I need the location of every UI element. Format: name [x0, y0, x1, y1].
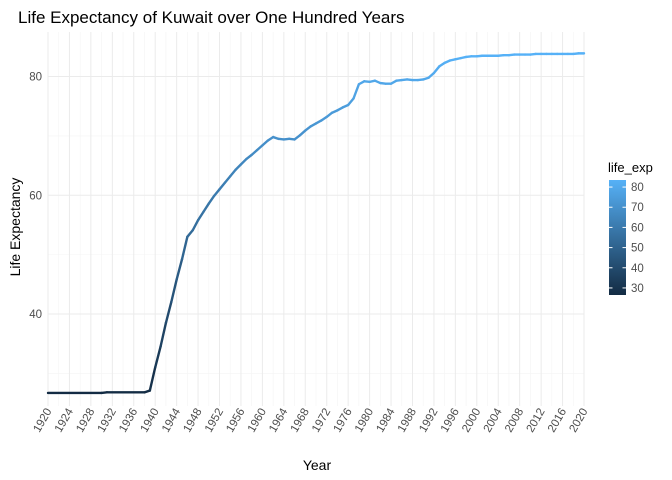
series-segment [159, 321, 168, 348]
series-segment [186, 229, 194, 239]
legend-ticks: 30 40 50 60 70 80 [609, 182, 644, 295]
grid [47, 32, 585, 406]
x-tick-label: 1956 [224, 407, 247, 435]
series-segment [170, 278, 178, 304]
x-tick-label: 1936 [117, 407, 140, 435]
y-tick-label: 40 [29, 309, 42, 321]
series-segment [229, 168, 237, 178]
series-segment [432, 65, 441, 75]
x-tick-label: 2016 [546, 407, 569, 435]
x-tick-label: 1964 [267, 406, 290, 435]
x-tick-label: 1976 [332, 407, 355, 435]
chart-title: Life Expectancy of Kuwait over One Hundr… [18, 8, 405, 27]
x-tick-labels: 1920192419281932193619401944194819521956… [31, 406, 590, 435]
legend-tick-label: 30 [631, 283, 644, 295]
series-segment [346, 97, 355, 107]
legend-title: life_exp [608, 160, 653, 175]
x-tick-label: 2000 [460, 407, 483, 435]
legend: life_exp 30 40 50 60 70 80 [608, 160, 653, 295]
series-segment [148, 366, 157, 392]
legend-colorbar [609, 180, 626, 295]
series-segment [196, 210, 205, 222]
x-tick-label: 1928 [74, 407, 97, 435]
y-tick-label: 80 [29, 72, 42, 84]
y-tick-labels: 40 60 80 [29, 72, 42, 321]
y-tick-label: 60 [29, 190, 42, 202]
x-tick-label: 1984 [374, 406, 397, 435]
x-tick-label: 2008 [503, 407, 526, 435]
x-tick-label: 1920 [31, 407, 54, 435]
x-tick-label: 1948 [181, 407, 204, 435]
x-tick-label: 1944 [160, 406, 183, 435]
legend-tick-label: 50 [631, 243, 644, 255]
legend-tick-label: 40 [631, 263, 644, 275]
x-tick-label: 1968 [289, 407, 312, 435]
x-tick-label: 1932 [96, 407, 119, 435]
x-tick-label: 2020 [567, 407, 590, 435]
legend-tick-label: 80 [631, 182, 644, 194]
x-tick-label: 1960 [246, 407, 269, 435]
x-tick-label: 1992 [417, 407, 440, 435]
series-segment [175, 258, 184, 281]
x-tick-label: 2004 [482, 406, 505, 435]
series-segment [153, 345, 162, 369]
series-segment [180, 235, 189, 261]
series-segment [223, 175, 232, 184]
x-tick-label: 1980 [353, 407, 376, 435]
series-segment [191, 218, 200, 232]
legend-tick-label: 70 [631, 202, 644, 214]
series-segment [164, 300, 173, 325]
series-segment [234, 163, 243, 171]
legend-tick-label: 60 [631, 222, 644, 234]
x-tick-label: 1940 [139, 407, 162, 435]
series-segment [239, 157, 248, 166]
x-tick-label: 1996 [439, 407, 462, 435]
x-tick-label: 1972 [310, 407, 333, 435]
x-tick-label: 1988 [396, 407, 419, 435]
y-axis-title: Life Expectancy [7, 178, 23, 277]
series-segment [212, 188, 221, 198]
series-line [46, 52, 586, 395]
series-segment [352, 83, 361, 100]
series-segment [207, 194, 216, 205]
x-tick-label: 1952 [203, 407, 226, 435]
x-tick-label: 1924 [53, 406, 76, 435]
series-segment [218, 181, 227, 191]
series-segment [202, 202, 211, 214]
x-axis-title: Year [303, 457, 332, 473]
x-tick-label: 2012 [525, 407, 548, 435]
